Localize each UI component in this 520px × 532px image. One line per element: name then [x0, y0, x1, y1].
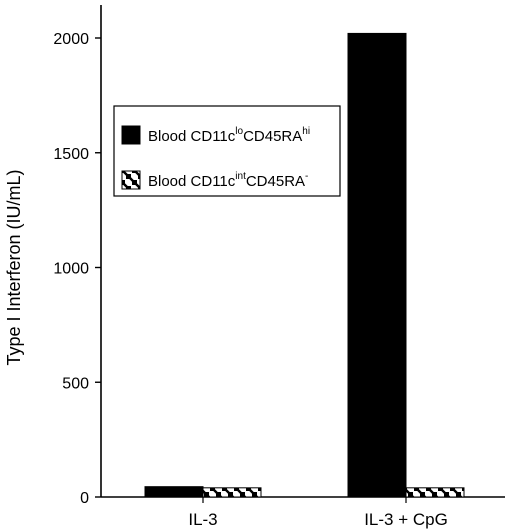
y-tick-label: 2000 — [53, 31, 89, 48]
bars — [144, 32, 465, 498]
legend-label-sup: lo — [235, 126, 243, 137]
y-tick-label: 0 — [80, 490, 89, 507]
legend-box — [113, 105, 341, 197]
legend-label-sup: - — [305, 171, 308, 182]
bar-cd11clo-il3-cpg — [347, 32, 407, 498]
y-tick-label: 500 — [62, 375, 89, 392]
y-tick-label: 1000 — [53, 261, 89, 278]
legend-swatch — [121, 125, 141, 145]
legend-label-part: CD45RA — [243, 128, 302, 145]
axes — [95, 5, 505, 503]
x-category-label: IL-3 — [188, 510, 217, 529]
legend-swatch — [121, 170, 141, 190]
legend-label: Blood CD11cintCD45RA- — [148, 171, 308, 190]
legend-label-part: Blood CD11c — [148, 128, 236, 145]
x-category-label: IL-3 + CpG — [364, 510, 448, 529]
legend-label-part: CD45RA — [246, 173, 305, 190]
y-axis-title: Type I Interferon (IU/mL) — [4, 169, 24, 365]
labels: 0 500 1000 1500 2000 Type I Interferon (IU/mL… — [4, 31, 448, 529]
bar-cd11clo-il3 — [144, 486, 204, 498]
legend-label-part: Blood CD11c — [148, 173, 236, 190]
legend-label-sup: hi — [302, 126, 310, 137]
bar-cd11cint-il3-cpg — [405, 487, 465, 498]
legend-label-sup: int — [235, 171, 246, 182]
y-tick-label: 1500 — [53, 146, 89, 163]
legend-label: Blood CD11cloCD45RAhi — [148, 126, 310, 145]
bar-cd11cint-il3 — [202, 487, 262, 498]
